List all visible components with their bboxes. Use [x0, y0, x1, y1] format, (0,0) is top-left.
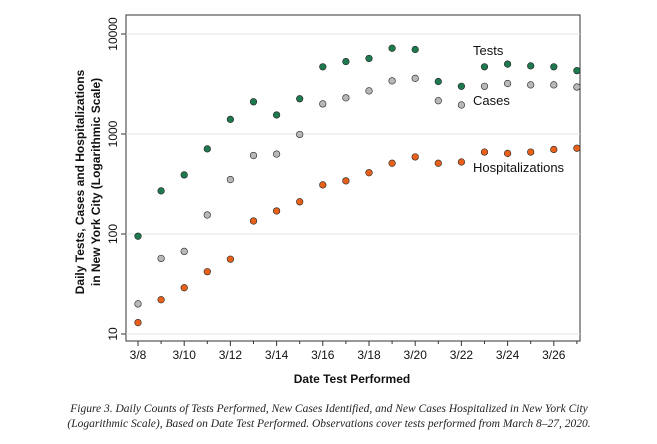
point-hospitalizations — [527, 148, 535, 156]
y-axis-title-line1: Daily Tests, Cases and Hospitalizations — [73, 69, 87, 294]
point-hospitalizations — [573, 144, 581, 152]
point-hospitalizations — [157, 296, 165, 304]
point-hospitalizations — [203, 268, 211, 276]
caption-line-1: Figure 3. Daily Counts of Tests Performe… — [70, 403, 588, 415]
point-tests — [157, 187, 165, 195]
point-cases — [249, 151, 258, 160]
point-cases — [203, 211, 211, 219]
point-cases — [480, 82, 489, 90]
point-tests — [134, 232, 142, 240]
series-label-hospitalizations: Hospitalizations — [473, 160, 565, 175]
point-hospitalizations — [319, 181, 327, 189]
point-tests — [249, 98, 258, 106]
x-tick-label: 3/8 — [130, 348, 147, 362]
point-hospitalizations — [504, 149, 512, 157]
point-tests — [342, 57, 350, 66]
point-cases — [457, 101, 466, 109]
x-tick-label: 3/18 — [357, 348, 381, 362]
point-hospitalizations — [434, 159, 442, 167]
point-tests — [180, 171, 188, 179]
point-tests — [411, 45, 419, 54]
data-points — [134, 44, 581, 327]
point-hospitalizations — [550, 145, 558, 154]
x-tick-label: 3/26 — [542, 348, 566, 362]
point-cases — [388, 77, 396, 85]
point-tests — [226, 115, 234, 123]
point-hospitalizations — [296, 198, 304, 206]
y-axis-title-line2: in New York City (Logarithmic Scale) — [89, 78, 103, 286]
point-cases — [573, 83, 581, 91]
x-tick-label: 3/12 — [219, 348, 243, 362]
plot-area — [125, 14, 581, 342]
point-hospitalizations — [134, 319, 142, 327]
point-hospitalizations — [180, 284, 188, 292]
point-tests — [319, 63, 327, 71]
series-label-cases: Cases — [473, 93, 510, 108]
point-hospitalizations — [249, 217, 258, 225]
point-tests — [573, 67, 581, 75]
x-tick-label: 3/20 — [404, 348, 428, 362]
point-tests — [203, 145, 211, 153]
point-hospitalizations — [388, 159, 396, 167]
point-cases — [296, 130, 304, 139]
point-cases — [180, 247, 188, 255]
point-hospitalizations — [226, 255, 234, 263]
point-tests — [504, 60, 512, 68]
point-cases — [411, 74, 419, 82]
point-hospitalizations — [365, 169, 373, 177]
x-tick-label: 3/10 — [173, 348, 197, 362]
x-tick-label: 3/24 — [496, 348, 520, 362]
point-tests — [296, 95, 304, 103]
point-cases — [342, 94, 350, 102]
point-hospitalizations — [480, 148, 489, 156]
point-cases — [550, 81, 558, 89]
point-tests — [480, 63, 489, 71]
caption-line-2: (Logarithmic Scale), Based on Date Test … — [67, 418, 591, 430]
x-tick-label: 3/22 — [450, 348, 474, 362]
x-axis-title: Date Test Performed — [294, 372, 410, 386]
point-cases — [157, 254, 165, 263]
point-tests — [550, 63, 558, 71]
y-tick-label: 1000 — [106, 120, 120, 147]
figure-caption: Figure 3. Daily Counts of Tests Performe… — [14, 402, 644, 432]
point-tests — [388, 44, 396, 52]
point-hospitalizations — [457, 158, 466, 166]
point-cases — [134, 300, 142, 308]
x-tick-label: 3/14 — [265, 348, 289, 362]
grid-lines — [126, 33, 580, 335]
y-tick-label: 10000 — [106, 17, 120, 51]
point-hospitalizations — [342, 177, 350, 185]
point-tests — [457, 82, 466, 90]
x-tick-label: 3/16 — [311, 348, 335, 362]
x-axis: 3/8 3/10 3/12 3/14 3/16 3/18 3/20 3/22 3/24 3/26 — [130, 341, 578, 362]
point-tests — [434, 77, 442, 86]
point-cases — [319, 100, 327, 108]
point-hospitalizations — [411, 153, 419, 161]
point-cases — [365, 87, 373, 95]
y-tick-label: 10 — [106, 327, 120, 341]
y-tick-label: 100 — [106, 224, 120, 244]
y-axis: 10 100 1000 10000 — [106, 17, 126, 341]
point-tests — [273, 111, 281, 119]
point-tests — [527, 62, 535, 70]
point-hospitalizations — [273, 207, 281, 215]
point-tests — [365, 54, 373, 63]
point-cases — [504, 79, 512, 88]
series-label-tests: Tests — [473, 43, 504, 58]
point-cases — [434, 97, 442, 105]
point-cases — [527, 81, 535, 89]
point-cases — [273, 150, 281, 158]
point-cases — [226, 175, 234, 184]
